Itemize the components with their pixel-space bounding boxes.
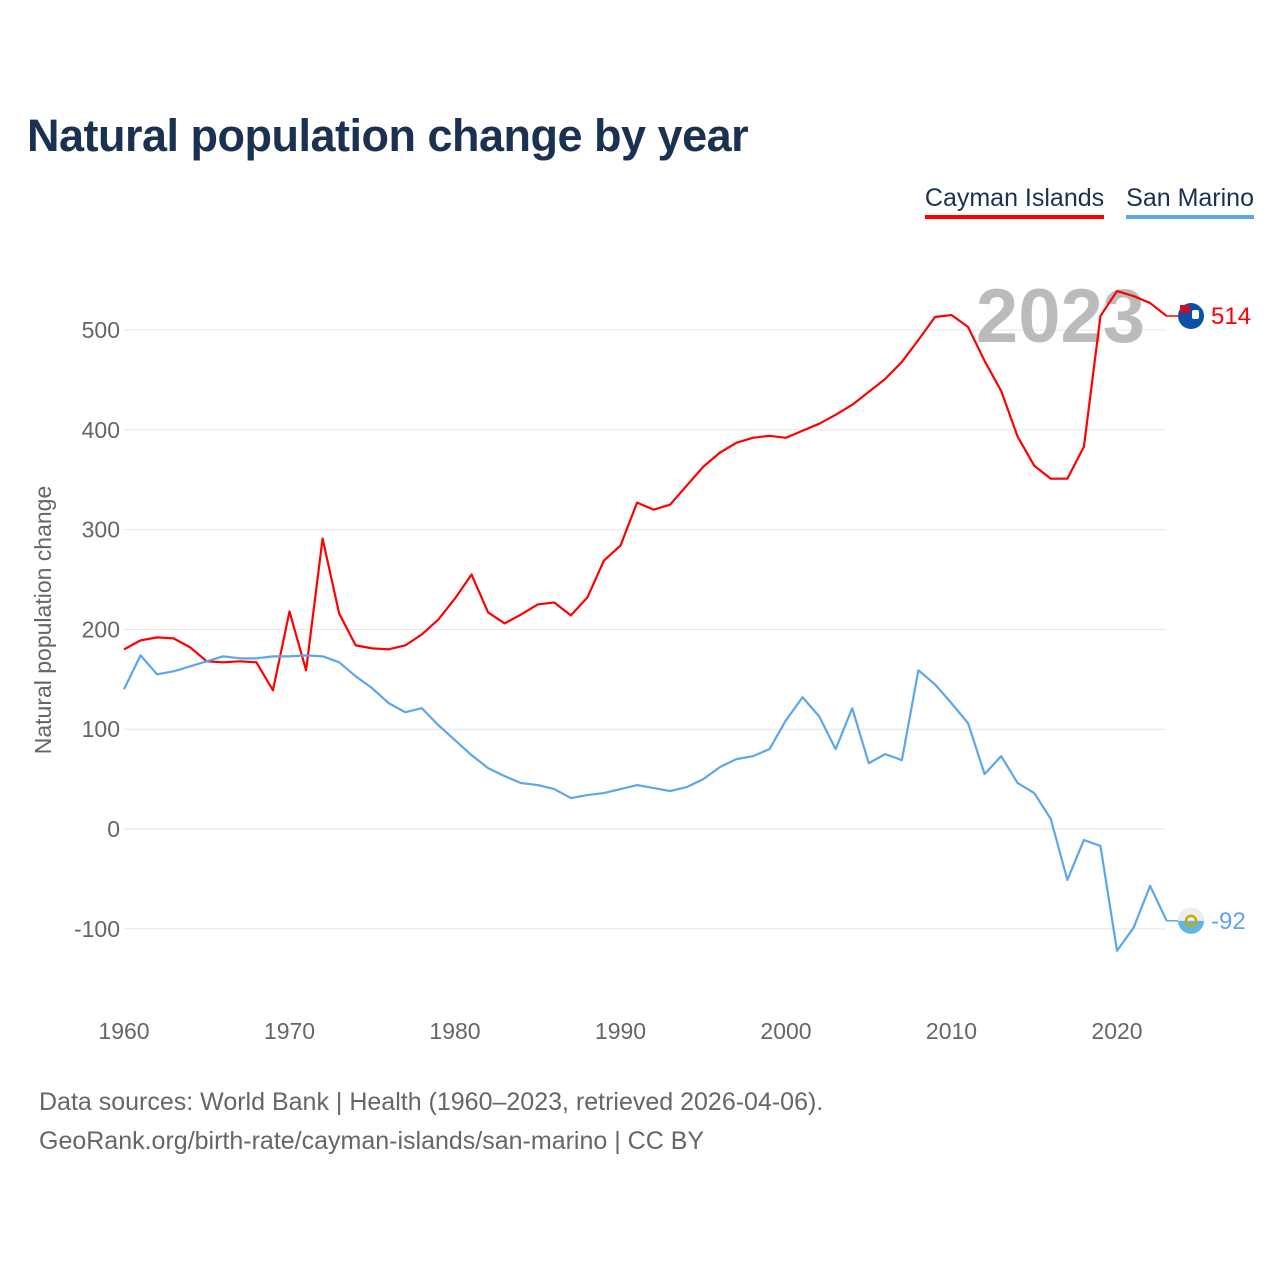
san-marino-flag-icon bbox=[1178, 907, 1204, 934]
end-value-label: -92 bbox=[1211, 908, 1246, 935]
x-tick-label: 2000 bbox=[760, 1018, 811, 1044]
cayman-islands-flag-icon bbox=[1178, 303, 1204, 330]
x-tick-label: 2010 bbox=[926, 1018, 977, 1044]
flag-union-jack bbox=[1180, 305, 1190, 314]
x-tick-label: 1960 bbox=[98, 1018, 149, 1044]
y-tick-label: 0 bbox=[107, 816, 120, 842]
y-axis-label: Natural population change bbox=[30, 486, 56, 755]
y-tick-label: -100 bbox=[74, 916, 120, 942]
y-tick-label: 500 bbox=[82, 317, 120, 343]
x-tick-label: 2020 bbox=[1091, 1018, 1142, 1044]
footer-url[interactable]: GeoRank.org/birth-rate/cayman-islands/sa… bbox=[39, 1127, 705, 1155]
y-tick-label: 100 bbox=[82, 716, 120, 742]
y-tick-label: 400 bbox=[82, 417, 120, 443]
y-tick-label: 200 bbox=[82, 616, 120, 642]
end-value-label: 514 bbox=[1211, 303, 1251, 330]
x-tick-label: 1980 bbox=[429, 1018, 480, 1044]
flag-emblem bbox=[1184, 914, 1198, 928]
y-tick-label: 300 bbox=[82, 517, 120, 543]
flag-shield bbox=[1192, 310, 1199, 320]
legend: Cayman Islands San Marino bbox=[924, 184, 1254, 219]
legend-item-cayman-islands[interactable]: Cayman Islands bbox=[924, 184, 1105, 219]
current-year-label: 2023 bbox=[976, 274, 1145, 359]
flag-white-half bbox=[1178, 907, 1204, 921]
series-line-san-marino bbox=[123, 654, 1168, 952]
series-line-cayman-islands bbox=[123, 289, 1168, 692]
x-tick-label: 1990 bbox=[595, 1018, 646, 1044]
chart-title: Natural population change by year bbox=[27, 110, 749, 161]
footer-source: Data sources: World Bank | Health (1960–… bbox=[39, 1088, 824, 1116]
x-tick-label: 1970 bbox=[264, 1018, 315, 1044]
legend-item-san-marino[interactable]: San Marino bbox=[1126, 184, 1254, 219]
